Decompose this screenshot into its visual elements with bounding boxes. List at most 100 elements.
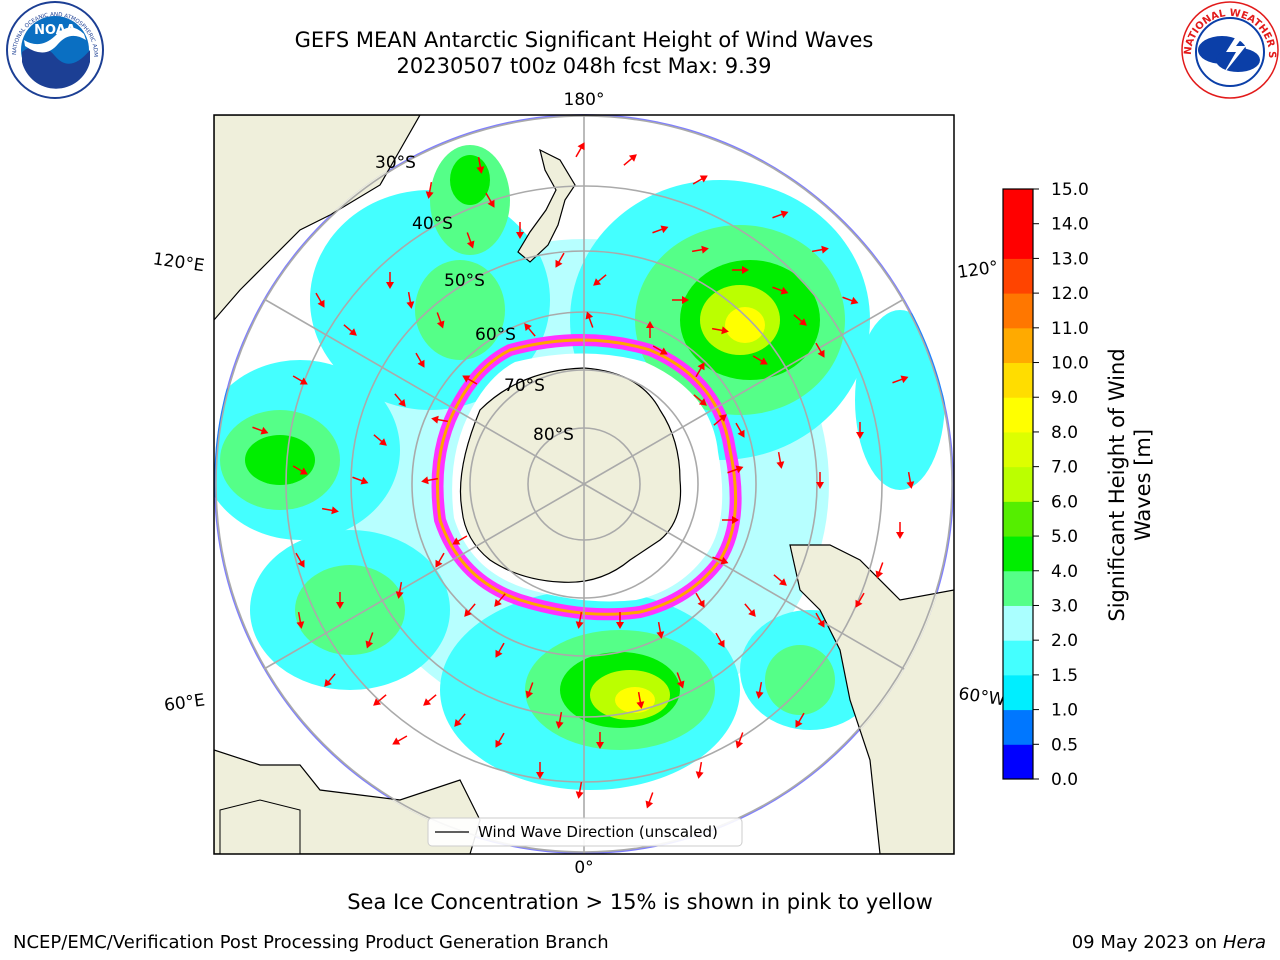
colorbar-block	[1003, 362, 1033, 398]
wind-wave-arrow	[423, 694, 437, 706]
wind-wave-arrow	[623, 154, 637, 166]
wind-wave-arrow	[252, 426, 269, 435]
wind-wave-arrow	[691, 245, 709, 254]
wind-wave-arrow	[773, 574, 787, 586]
wind-wave-arrow	[855, 592, 865, 608]
wind-wave-arrow	[715, 632, 725, 648]
lon-label-180: 180°	[564, 90, 605, 110]
wind-wave-arrow	[425, 181, 434, 199]
colorbar-block	[1003, 258, 1033, 294]
colorbar-block	[1003, 640, 1033, 676]
lat-label-80: 80°S	[533, 425, 574, 445]
wind-wave-arrow	[816, 472, 824, 489]
wind-wave-arrow	[343, 324, 357, 336]
wind-wave-arrow	[575, 611, 584, 629]
wind-wave-arrow	[727, 465, 744, 474]
lon-label-120e: 120°E	[152, 249, 206, 276]
colorbar-tick-label: 0.0	[1051, 770, 1078, 790]
wind-wave-arrow	[555, 711, 564, 729]
wind-wave-arrow	[466, 232, 475, 249]
wind-wave-arrow	[585, 311, 594, 328]
wind-wave-arrow	[713, 414, 727, 426]
lat-label-40: 40°S	[412, 214, 453, 234]
wind-wave-arrow	[373, 694, 387, 706]
wind-wave-arrow	[476, 156, 485, 174]
wind-wave-arrow	[524, 323, 536, 337]
wind-wave-arrow	[744, 603, 756, 617]
colorbar-block	[1003, 709, 1033, 745]
colorbar-tick-label: 4.0	[1051, 562, 1078, 582]
colorbar-label-line2: Waves [m]	[1131, 429, 1155, 541]
legend-label: Wind Wave Direction (unscaled)	[478, 823, 718, 841]
wind-wave-arrow	[692, 175, 708, 185]
colorbar-block	[1003, 431, 1033, 468]
wind-wave-arrow	[645, 792, 654, 809]
colorbar-tick-label: 15.0	[1051, 180, 1089, 200]
colorbar-block	[1003, 327, 1033, 364]
colorbar-tick-label: 14.0	[1051, 215, 1089, 235]
wind-wave-arrow	[392, 735, 408, 745]
colorbar-tick-label: 5.0	[1051, 527, 1078, 547]
wind-wave-arrow	[324, 673, 336, 687]
wind-wave-arrow	[555, 252, 565, 268]
colorbar-tick-label: 11.0	[1051, 319, 1089, 339]
colorbar-label-line1: Significant Height of Wind	[1105, 348, 1129, 621]
map-legend: Wind Wave Direction (unscaled)	[427, 817, 743, 847]
colorbar-tick-label: 7.0	[1051, 458, 1078, 478]
lat-label-30: 30°S	[375, 153, 416, 173]
map-panel: 30°S 40°S 50°S 60°S 70°S 80°S 180° 120°E…	[152, 90, 1007, 878]
wind-wave-arrow	[776, 451, 785, 469]
wind-wave-arrow	[652, 225, 669, 234]
map-frame	[213, 114, 955, 855]
colorbar-tick-label: 2.0	[1051, 631, 1078, 651]
wind-wave-arrow	[652, 345, 668, 355]
wind-wave-arrow	[315, 292, 325, 308]
wind-wave-arrow	[575, 781, 584, 799]
colorbar-block	[1003, 674, 1033, 711]
colorbar-tick-label: 3.0	[1051, 596, 1078, 616]
colorbar-tick-label: 1.0	[1051, 701, 1078, 721]
wind-wave-arrow	[464, 603, 476, 617]
lon-label-120w: 120°	[956, 258, 999, 284]
colorbar-block	[1003, 466, 1033, 502]
footer-date: 09 May 2023 on Hera	[1072, 932, 1266, 953]
colorbar-tick-label: 6.0	[1051, 492, 1078, 512]
wind-wave-arrow	[772, 210, 789, 219]
wind-wave-arrow	[292, 465, 308, 475]
nws-ring-text: NATIONAL WEATHER SERVICE	[0, 0, 1277, 58]
wind-wave-arrow	[856, 422, 864, 439]
colorbar-block	[1003, 223, 1033, 259]
wind-wave-arrow	[732, 266, 749, 274]
wind-wave-arrow	[516, 222, 524, 239]
footer-host: Hera	[1222, 932, 1266, 953]
wind-wave-arrow	[495, 642, 505, 658]
wind-wave-arrow	[394, 393, 406, 407]
wind-wave-arrow	[431, 415, 449, 424]
lon-label-60e: 60°E	[163, 690, 206, 715]
wind-wave-arrow	[421, 476, 439, 485]
wind-wave-arrow	[352, 476, 369, 485]
wind-wave-arrow	[695, 761, 704, 779]
wind-wave-arrow	[386, 272, 394, 289]
sea-ice-caption: Sea Ice Concentration > 15% is shown in …	[347, 890, 933, 914]
colorbar-block	[1003, 293, 1033, 329]
wind-wave-arrow	[436, 312, 445, 329]
wind-wave-arrow	[842, 296, 859, 305]
wind-wave-arrow	[575, 142, 585, 158]
graticule	[215, 114, 953, 854]
nws-logo: NATIONAL WEATHER SERVICE	[0, 0, 1279, 99]
colorbar-block	[1003, 605, 1033, 641]
lon-label-0: 0°	[574, 858, 593, 878]
footer-date-text: 09 May 2023 on	[1071, 932, 1218, 953]
wind-wave-arrow	[485, 192, 495, 208]
colorbar-tick-label: 10.0	[1051, 354, 1089, 374]
wind-wave-arrow	[695, 362, 705, 378]
wind-wave-arrow	[656, 621, 665, 639]
wind-wave-arrow	[296, 611, 305, 629]
wind-wave-arrow	[646, 321, 654, 338]
wind-wave-arrow	[365, 632, 374, 649]
wind-wave-arrow	[875, 562, 884, 579]
colorbar-block	[1003, 536, 1033, 572]
wind-wave-arrow	[896, 522, 904, 539]
lon-label-60w: 60°W	[957, 684, 1006, 710]
